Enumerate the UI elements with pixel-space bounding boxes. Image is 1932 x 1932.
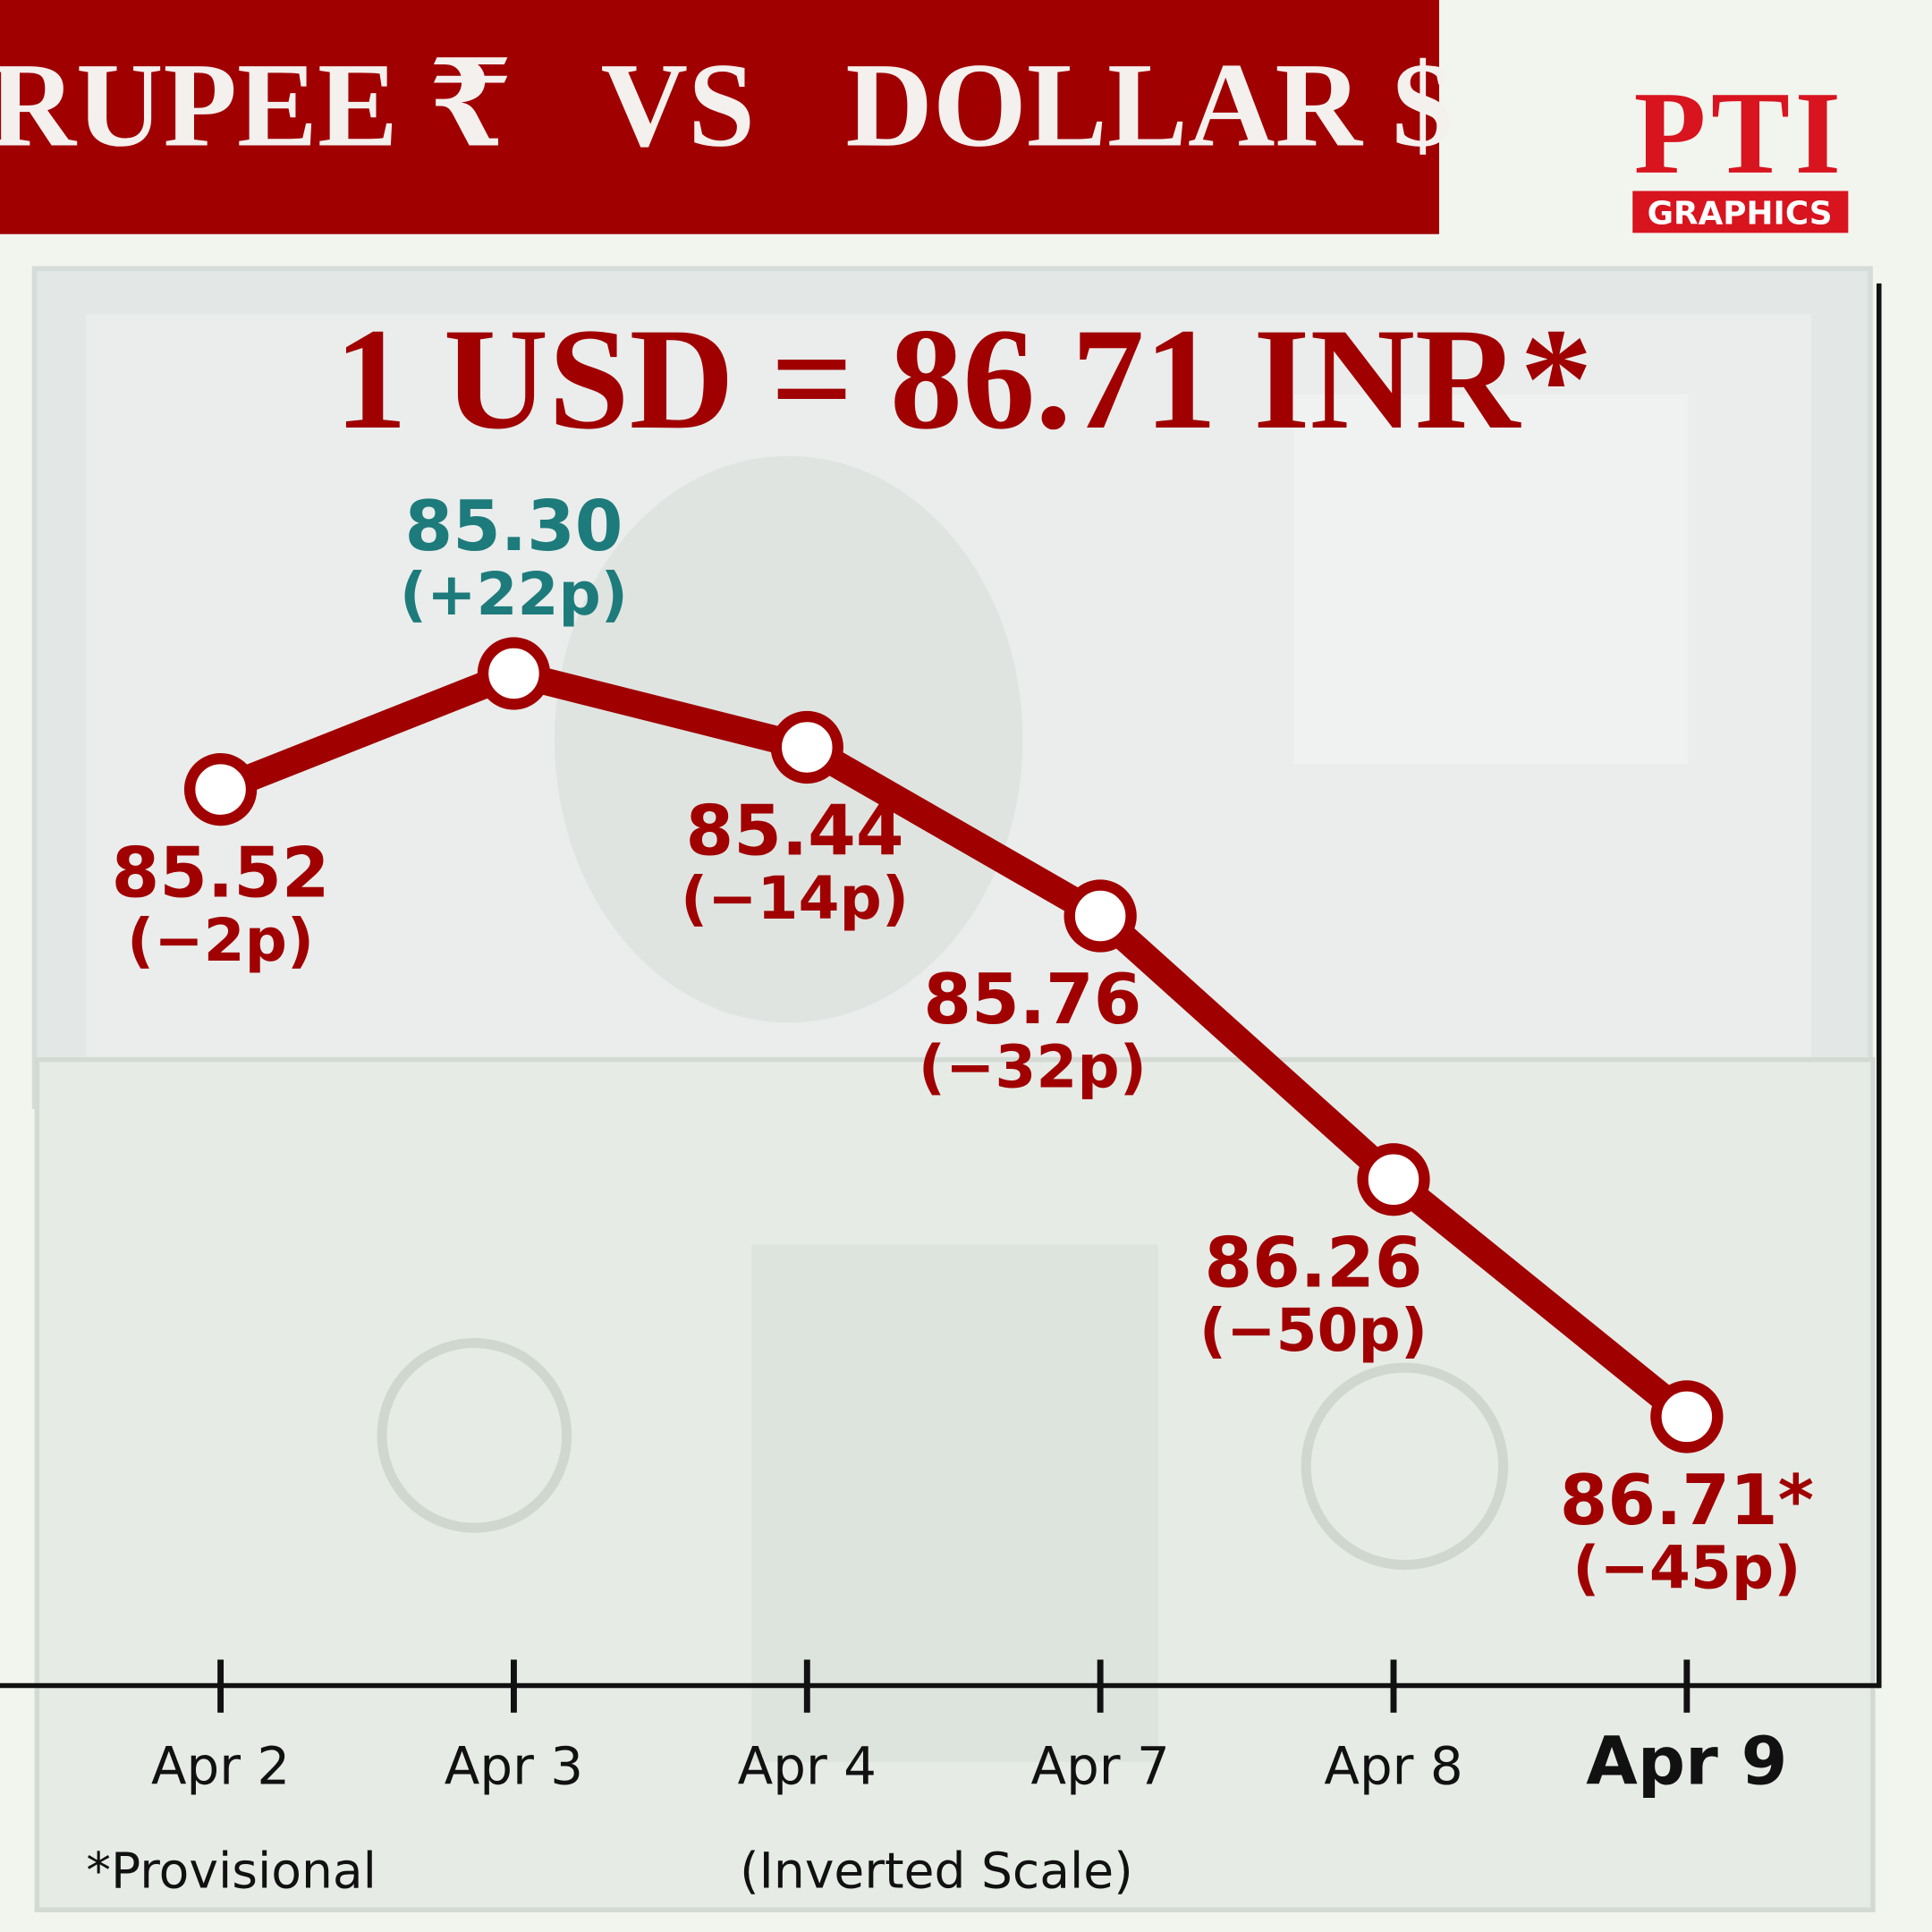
change-label: (−14p) — [681, 864, 909, 933]
change-label: (−2p) — [127, 906, 314, 975]
value-label: 85.44 — [686, 791, 904, 871]
point — [1357, 1143, 1430, 1216]
note-seal — [377, 1338, 572, 1533]
point — [183, 752, 258, 826]
value-label: 85.30 — [404, 487, 623, 567]
headline: 1 USD = 86.71 INR* — [335, 299, 1593, 460]
change-label: (+22p) — [400, 560, 628, 629]
change-label: (−45p) — [1572, 1533, 1801, 1602]
footnote: *Provisional — [86, 1842, 377, 1899]
value-label: 85.52 — [112, 833, 330, 913]
x-tick-label: Apr 4 — [738, 1736, 877, 1797]
page-title: RUPEE ₹ VS DOLLAR $ — [0, 39, 1453, 173]
point — [770, 710, 843, 784]
scale-note: (Inverted Scale) — [740, 1842, 1133, 1899]
note-seal — [1301, 1362, 1509, 1571]
change-label: (−50p) — [1199, 1296, 1428, 1365]
logo-sub: GRAPHICS — [1648, 196, 1833, 233]
line — [207, 659, 1701, 1431]
point — [477, 637, 551, 710]
change-label: (−32p) — [919, 1033, 1147, 1102]
point — [1063, 879, 1137, 953]
x-tick-label: Apr 8 — [1324, 1736, 1462, 1797]
note-portrait — [751, 1244, 1158, 1762]
logo-box — [1632, 191, 1849, 233]
point — [1650, 1380, 1724, 1453]
note-watermark — [1293, 394, 1689, 765]
value-label: 86.26 — [1204, 1224, 1422, 1304]
x-tick-label: Apr 7 — [1031, 1736, 1170, 1797]
value-label: 85.76 — [923, 960, 1141, 1040]
title-bar — [0, 0, 1439, 234]
x-tick-label: Apr 2 — [151, 1736, 290, 1797]
x-tick-label: Apr 3 — [445, 1736, 583, 1797]
x-tick-label: Apr 9 — [1586, 1723, 1787, 1801]
logo: PTI — [1634, 67, 1846, 199]
value-label: 86.71* — [1560, 1461, 1814, 1541]
